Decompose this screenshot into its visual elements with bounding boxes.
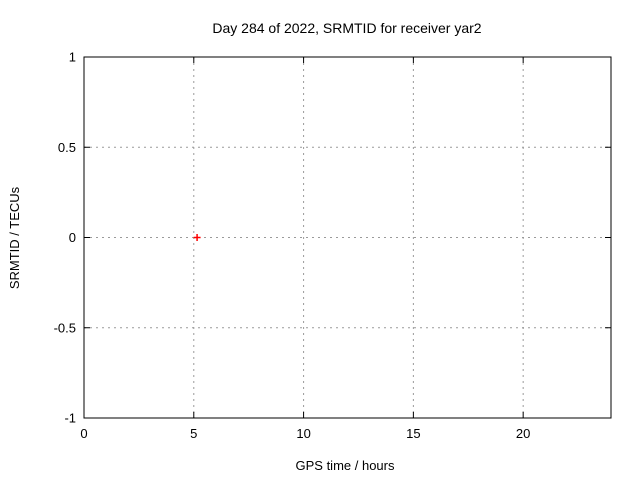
y-tick-label: 1 xyxy=(69,50,76,65)
y-tick-label: 0 xyxy=(69,230,76,245)
x-tick-label: 0 xyxy=(80,426,87,441)
x-tick-label: 5 xyxy=(190,426,197,441)
y-tick-label: -0.5 xyxy=(54,320,76,335)
x-tick-label: 20 xyxy=(516,426,530,441)
data-point-marker xyxy=(193,234,201,241)
y-axis-label: SRMTID / TECUs xyxy=(7,186,22,289)
x-axis-label: GPS time / hours xyxy=(296,458,395,473)
y-tick-label: 0.5 xyxy=(58,140,76,155)
y-tick-label: -1 xyxy=(64,411,76,426)
x-tick-label: 10 xyxy=(296,426,310,441)
plot-area: 0 5 10 15 20 -1 -0.5 0 0.5 1 xyxy=(54,50,612,441)
chart-title: Day 284 of 2022, SRMTID for receiver yar… xyxy=(212,20,481,36)
x-tick-label: 15 xyxy=(406,426,420,441)
